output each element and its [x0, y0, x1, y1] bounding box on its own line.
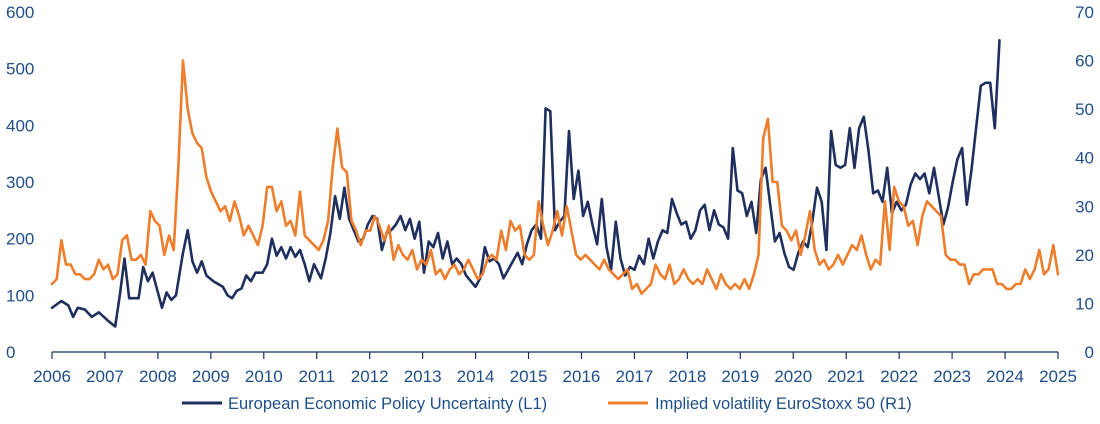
x-tick-label: 2007 — [86, 367, 124, 386]
y-left-tick-label: 0 — [6, 343, 15, 362]
series-line-epu — [50, 39, 1001, 328]
x-tick-label: 2014 — [457, 367, 495, 386]
x-tick-label: 2022 — [880, 367, 918, 386]
y-left-tick-label: 200 — [6, 230, 34, 249]
y-right-tick-label: 30 — [1075, 197, 1094, 216]
x-tick-label: 2008 — [139, 367, 177, 386]
y-axis-left: 0 100 200 300 400 500 600 — [6, 3, 34, 362]
y-left-tick-label: 500 — [6, 60, 34, 79]
series-layer — [50, 39, 1060, 328]
legend: European Economic Policy Uncertainty (L1… — [182, 395, 912, 413]
y-right-tick-label: 0 — [1085, 343, 1094, 362]
y-right-tick-label: 40 — [1075, 149, 1094, 168]
x-tick-label: 2017 — [616, 367, 654, 386]
y-right-tick-label: 70 — [1075, 3, 1094, 22]
series-line-vol — [50, 59, 1060, 295]
y-left-tick-label: 100 — [6, 286, 34, 305]
x-tick-label: 2012 — [351, 367, 389, 386]
y-axis-right: 0 10 20 30 40 50 60 70 — [1075, 3, 1094, 362]
x-tick-label: 2015 — [510, 367, 548, 386]
x-tick-label: 2021 — [827, 367, 865, 386]
x-tick-label: 2023 — [933, 367, 971, 386]
y-right-tick-label: 10 — [1075, 294, 1094, 313]
y-left-tick-label: 300 — [6, 173, 34, 192]
x-tick-label: 2018 — [668, 367, 706, 386]
x-axis: 2006 2007 2008 2009 2010 2011 2012 2013 2014 2015… — [33, 351, 1077, 386]
x-tick-label: 2013 — [404, 367, 442, 386]
y-left-tick-label: 400 — [6, 116, 34, 135]
x-tick-label: 2011 — [298, 367, 335, 386]
y-right-tick-label: 50 — [1075, 100, 1094, 119]
x-tick-label: 2019 — [721, 367, 759, 386]
legend-label-vol: Implied volatility EuroStoxx 50 (R1) — [655, 395, 912, 413]
y-right-tick-label: 20 — [1075, 246, 1094, 265]
x-tick-label: 2010 — [245, 367, 283, 386]
y-right-tick-label: 60 — [1075, 52, 1094, 71]
y-left-tick-label: 600 — [6, 3, 34, 22]
x-tick-label: 2024 — [986, 367, 1024, 386]
x-tick-label: 2009 — [192, 367, 230, 386]
x-tick-label: 2006 — [33, 367, 71, 386]
x-tick-label: 2025 — [1039, 367, 1077, 386]
x-tick-label: 2020 — [774, 367, 812, 386]
legend-label-epu: European Economic Policy Uncertainty (L1… — [228, 395, 547, 413]
x-tick-label: 2016 — [563, 367, 601, 386]
